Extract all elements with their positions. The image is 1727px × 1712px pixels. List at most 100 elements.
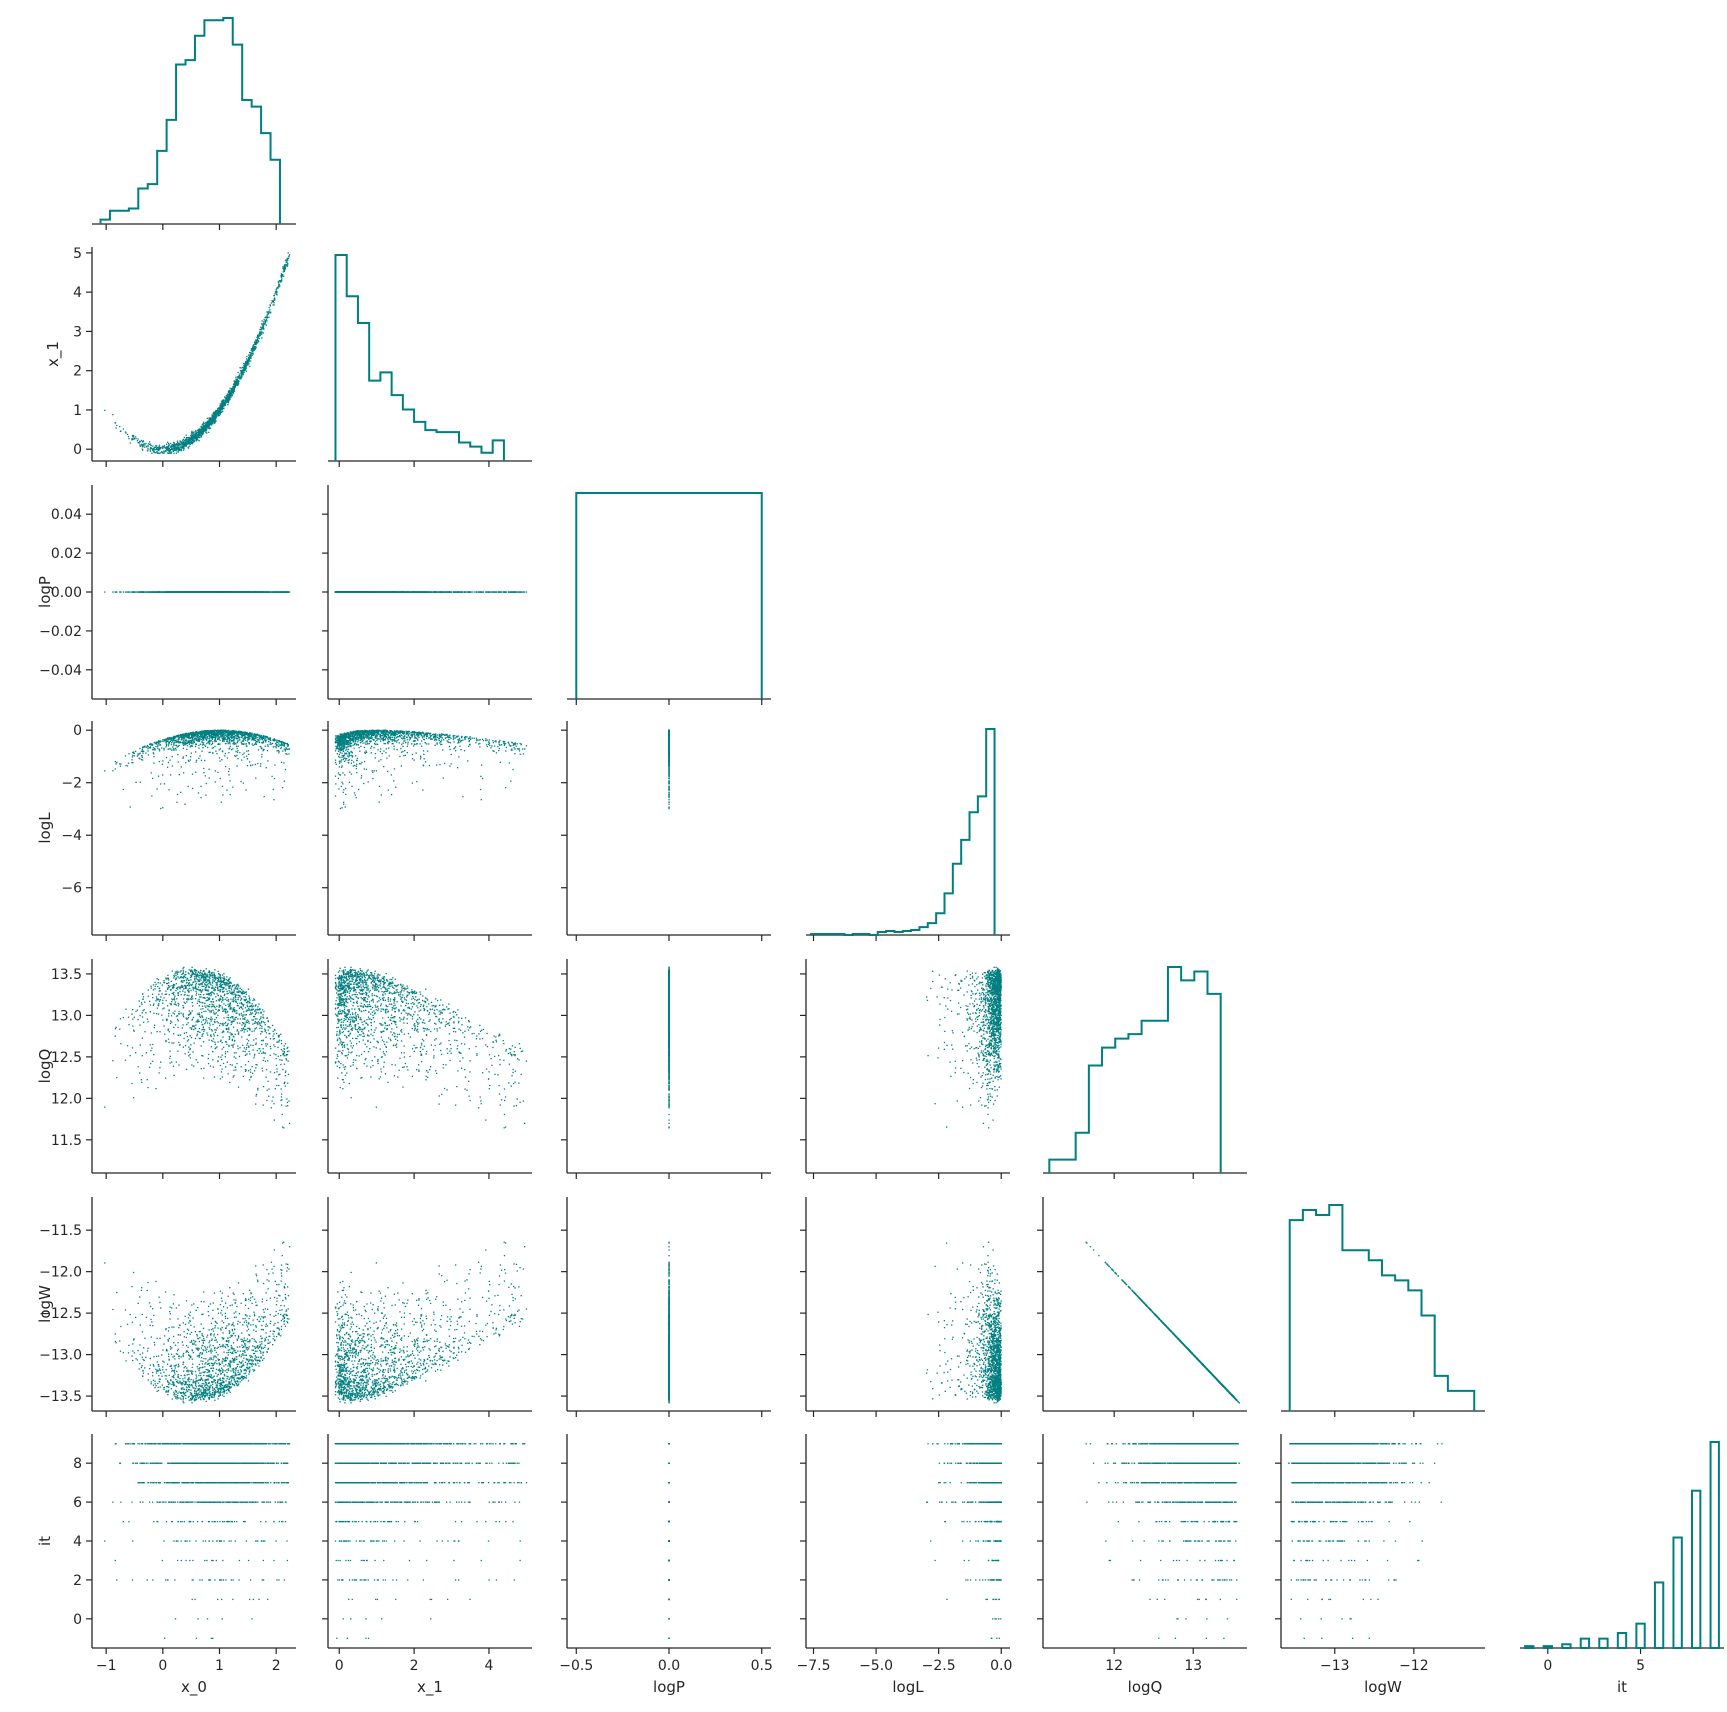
- scatter-point: [226, 399, 227, 400]
- scatter-point: [252, 355, 253, 356]
- scatter-point: [261, 337, 262, 338]
- scatter-point: [207, 421, 208, 422]
- scatter-point: [426, 591, 427, 592]
- scatter-point: [221, 412, 222, 413]
- scatter-point: [218, 415, 219, 416]
- scatter-point: [254, 341, 255, 342]
- scatter-point: [344, 591, 345, 592]
- scatter-point: [138, 442, 139, 443]
- scatter-point: [192, 432, 193, 433]
- scatter-point: [190, 443, 191, 444]
- scatter-point: [150, 591, 151, 592]
- scatter-point: [153, 451, 154, 452]
- scatter-point: [504, 591, 505, 592]
- scatter-point: [268, 591, 269, 592]
- scatter-point: [209, 423, 210, 424]
- scatter-point: [218, 410, 219, 411]
- scatter-point: [475, 591, 476, 592]
- scatter-point: [262, 325, 263, 326]
- scatter-point: [246, 358, 247, 359]
- scatter-point: [340, 591, 341, 592]
- scatter-point: [229, 591, 230, 592]
- scatter-point: [217, 410, 218, 411]
- scatter-point: [235, 377, 236, 378]
- scatter-point: [276, 288, 277, 289]
- scatter-point: [155, 591, 156, 592]
- scatter-point: [287, 265, 288, 266]
- scatter-point: [278, 282, 279, 283]
- scatter-point: [120, 430, 121, 431]
- scatter-point: [499, 591, 500, 592]
- scatter-point: [218, 411, 219, 412]
- scatter-point: [505, 591, 506, 592]
- scatter-point: [171, 449, 172, 450]
- scatter-point: [285, 591, 286, 592]
- scatter-point: [262, 324, 263, 325]
- scatter-point: [264, 591, 265, 592]
- scatter-point: [196, 432, 197, 433]
- scatter-point: [137, 438, 138, 439]
- scatter-point: [494, 591, 495, 592]
- scatter-point: [226, 397, 227, 398]
- scatter-point: [270, 305, 271, 306]
- scatter-point: [161, 451, 162, 452]
- scatter-point: [219, 413, 220, 414]
- scatter-point: [430, 591, 431, 592]
- scatter-point: [289, 254, 290, 255]
- scatter-point: [281, 278, 282, 279]
- scatter-point: [524, 591, 525, 592]
- scatter-point: [266, 319, 267, 320]
- scatter-point: [159, 453, 160, 454]
- scatter-point: [139, 591, 140, 592]
- scatter-point: [179, 446, 180, 447]
- scatter-point: [164, 445, 165, 446]
- scatter-point: [343, 591, 344, 592]
- scatter-point: [407, 591, 408, 592]
- scatter-point: [156, 451, 157, 452]
- scatter-point: [246, 591, 247, 592]
- scatter-point: [115, 422, 116, 423]
- scatter-point: [246, 356, 247, 357]
- scatter-point: [232, 591, 233, 592]
- scatter-point: [188, 439, 189, 440]
- scatter-point: [228, 401, 229, 402]
- scatter-point: [515, 591, 516, 592]
- scatter-point: [284, 264, 285, 265]
- scatter-point: [189, 446, 190, 447]
- scatter-point: [249, 366, 250, 367]
- scatter-point: [268, 317, 269, 318]
- scatter-point: [142, 449, 143, 450]
- scatter-point: [135, 438, 136, 439]
- scatter-point: [183, 439, 184, 440]
- scatter-point: [283, 591, 284, 592]
- scatter-point: [195, 591, 196, 592]
- scatter-point: [244, 368, 245, 369]
- scatter-points: [335, 591, 527, 592]
- scatter-point: [521, 591, 522, 592]
- scatter-point: [242, 370, 243, 371]
- scatter-point: [204, 591, 205, 592]
- scatter-point: [159, 448, 160, 449]
- scatter-point: [414, 591, 415, 592]
- scatter-point: [180, 591, 181, 592]
- scatter-point: [260, 331, 261, 332]
- scatter-point: [173, 446, 174, 447]
- scatter-point: [167, 448, 168, 449]
- scatter-point: [191, 432, 192, 433]
- scatter-point: [526, 591, 527, 592]
- scatter-point: [247, 364, 248, 365]
- scatter-point: [268, 307, 269, 308]
- scatter-point: [251, 353, 252, 354]
- scatter-point: [152, 445, 153, 446]
- scatter-point: [192, 442, 193, 443]
- scatter-point: [237, 372, 238, 373]
- scatter-points: [104, 730, 290, 810]
- scatter-point: [119, 591, 120, 592]
- scatter-point: [145, 443, 146, 444]
- scatter-point: [453, 591, 454, 592]
- scatter-point: [259, 334, 260, 335]
- scatter-point: [116, 425, 117, 426]
- y-tick-label: 2: [73, 364, 82, 380]
- scatter-point: [150, 447, 151, 448]
- scatter-point: [241, 591, 242, 592]
